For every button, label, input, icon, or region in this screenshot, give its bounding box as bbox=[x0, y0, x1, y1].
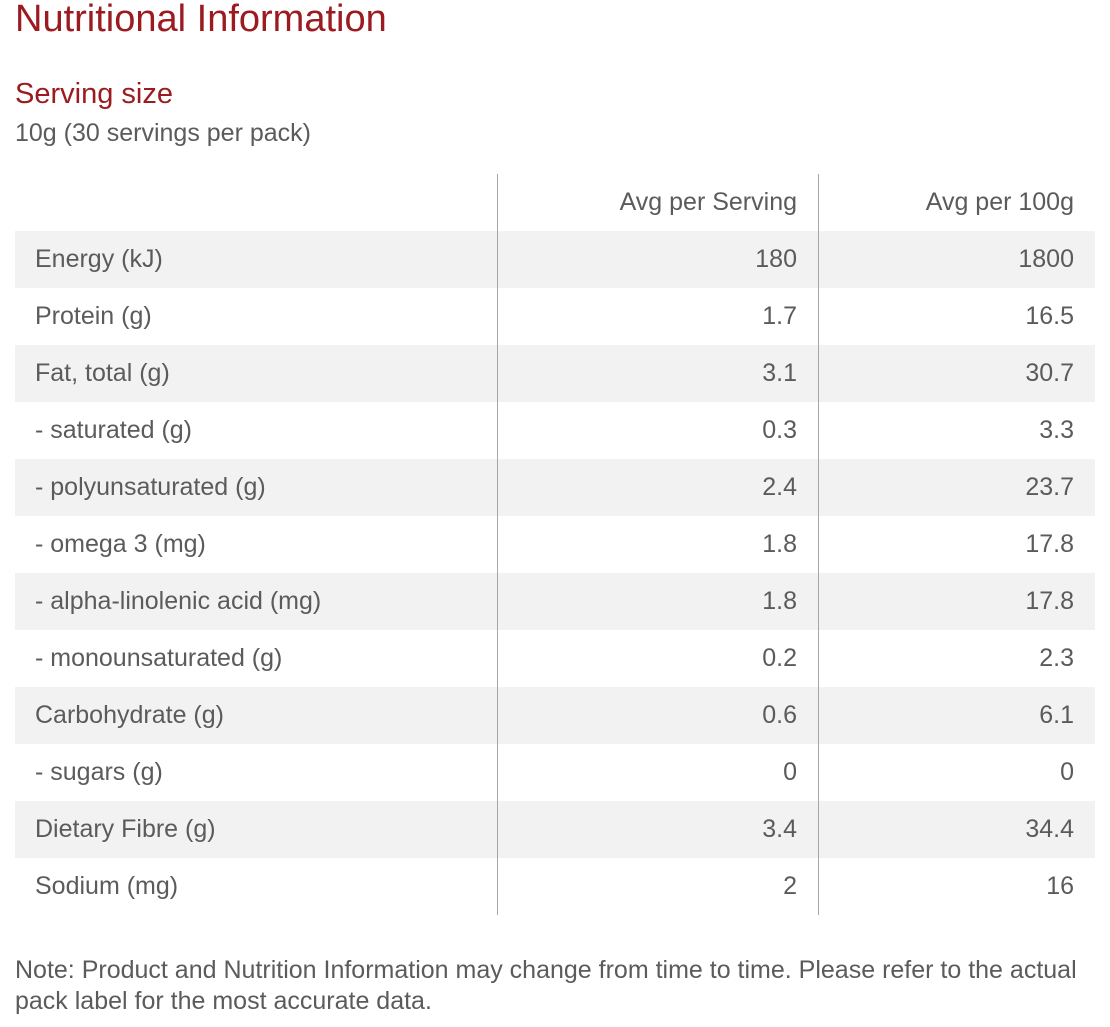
table-row: Dietary Fibre (g) 3.4 34.4 bbox=[15, 801, 1095, 858]
per-100g-value: 16.5 bbox=[1025, 302, 1074, 330]
per-serving-value: 0.2 bbox=[762, 644, 797, 672]
per-100g-value: 2.3 bbox=[1039, 644, 1074, 672]
per-100g-value: 6.1 bbox=[1039, 701, 1074, 729]
table-row: Sodium (mg) 2 16 bbox=[15, 858, 1095, 915]
page-title: Nutritional Information bbox=[15, 0, 387, 40]
disclaimer-note: Note: Product and Nutrition Information … bbox=[15, 956, 1077, 1015]
nutrient-label: - monounsaturated (g) bbox=[35, 644, 283, 672]
nutrient-label: Fat, total (g) bbox=[35, 359, 170, 387]
table-row: Fat, total (g) 3.1 30.7 bbox=[15, 345, 1095, 402]
per-serving-value: 3.1 bbox=[762, 359, 797, 387]
table-row: Carbohydrate (g) 0.6 6.1 bbox=[15, 687, 1095, 744]
per-serving-value: 0.6 bbox=[762, 701, 797, 729]
serving-size-heading: Serving size bbox=[15, 78, 173, 110]
table-row: - omega 3 (mg) 1.8 17.8 bbox=[15, 516, 1095, 573]
table-row: - monounsaturated (g) 0.2 2.3 bbox=[15, 630, 1095, 687]
table-header-row: Avg per Serving Avg per 100g bbox=[15, 174, 1095, 231]
nutrient-label: - alpha-linolenic acid (mg) bbox=[35, 587, 322, 615]
column-divider bbox=[818, 174, 819, 915]
table-row: Protein (g) 1.7 16.5 bbox=[15, 288, 1095, 345]
nutrition-table: Avg per Serving Avg per 100g Energy (kJ)… bbox=[15, 174, 1095, 915]
nutrient-label: - sugars (g) bbox=[35, 758, 163, 786]
per-100g-value: 16 bbox=[1046, 872, 1074, 900]
column-header-per-serving: Avg per Serving bbox=[619, 188, 797, 216]
per-serving-value: 0 bbox=[783, 758, 797, 786]
per-serving-value: 2.4 bbox=[762, 473, 797, 501]
table-row: - alpha-linolenic acid (mg) 1.8 17.8 bbox=[15, 573, 1095, 630]
per-100g-value: 34.4 bbox=[1025, 815, 1074, 843]
per-100g-value: 17.8 bbox=[1025, 530, 1074, 558]
table-row: - saturated (g) 0.3 3.3 bbox=[15, 402, 1095, 459]
nutrient-label: - polyunsaturated (g) bbox=[35, 473, 266, 501]
nutrient-label: Carbohydrate (g) bbox=[35, 701, 224, 729]
table-row: - sugars (g) 0 0 bbox=[15, 744, 1095, 801]
per-serving-value: 180 bbox=[755, 245, 797, 273]
nutrient-label: Sodium (mg) bbox=[35, 872, 179, 900]
per-serving-value: 2 bbox=[783, 872, 797, 900]
per-100g-value: 3.3 bbox=[1039, 416, 1074, 444]
per-100g-value: 0 bbox=[1060, 758, 1074, 786]
per-serving-value: 0.3 bbox=[762, 416, 797, 444]
serving-size-value: 10g (30 servings per pack) bbox=[15, 119, 311, 147]
per-100g-value: 17.8 bbox=[1025, 587, 1074, 615]
per-serving-value: 1.8 bbox=[762, 587, 797, 615]
per-100g-value: 30.7 bbox=[1025, 359, 1074, 387]
per-serving-value: 1.7 bbox=[762, 302, 797, 330]
column-divider bbox=[497, 174, 498, 915]
nutrient-label: - saturated (g) bbox=[35, 416, 193, 444]
column-header-per-100g: Avg per 100g bbox=[925, 188, 1074, 216]
per-100g-value: 1800 bbox=[1018, 245, 1074, 273]
per-100g-value: 23.7 bbox=[1025, 473, 1074, 501]
table-row: - polyunsaturated (g) 2.4 23.7 bbox=[15, 459, 1095, 516]
nutrient-label: Energy (kJ) bbox=[35, 245, 163, 273]
nutrient-label: - omega 3 (mg) bbox=[35, 530, 206, 558]
nutrient-label: Dietary Fibre (g) bbox=[35, 815, 216, 843]
per-serving-value: 1.8 bbox=[762, 530, 797, 558]
table-row: Energy (kJ) 180 1800 bbox=[15, 231, 1095, 288]
per-serving-value: 3.4 bbox=[762, 815, 797, 843]
nutrient-label: Protein (g) bbox=[35, 302, 152, 330]
